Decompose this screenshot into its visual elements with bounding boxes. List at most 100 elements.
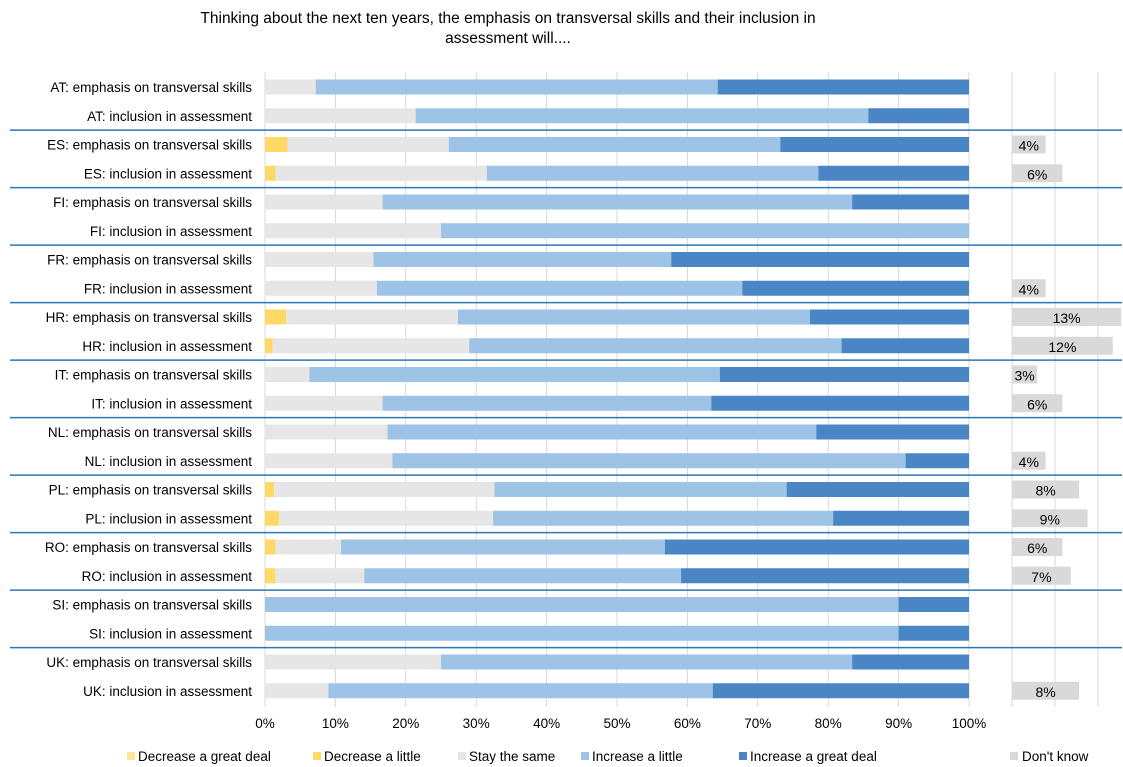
- category-label: PL: emphasis on transversal skills: [49, 483, 253, 498]
- bar-segment: [265, 137, 288, 152]
- bar-segment: [493, 510, 834, 526]
- bar-segment: [265, 510, 280, 526]
- category-label: ES: emphasis on transversal skills: [47, 138, 252, 153]
- bar-segment: [494, 482, 787, 497]
- dont-know-bar: [1012, 365, 1038, 384]
- legend-swatch: [458, 752, 466, 760]
- bar-segment: [786, 482, 969, 497]
- x-tick-label: 50%: [603, 716, 630, 731]
- legend-swatch: [1010, 752, 1018, 760]
- dont-know-label: 8%: [1035, 483, 1055, 499]
- category-label: UK: emphasis on transversal skills: [46, 655, 252, 670]
- x-tick-label: 40%: [533, 716, 560, 731]
- category-label: UK: inclusion in assessment: [83, 684, 252, 699]
- bar-segment: [448, 137, 781, 152]
- category-label: NL: emphasis on transversal skills: [48, 425, 252, 440]
- bar-segment: [265, 223, 441, 239]
- category-label: RO: emphasis on transversal skills: [45, 540, 252, 555]
- legend-label: Don't know: [1022, 749, 1089, 764]
- x-tick-label: 60%: [674, 716, 701, 731]
- bar-segment: [742, 280, 969, 296]
- bar-segment: [265, 79, 316, 95]
- category-label: PL: inclusion in assessment: [85, 511, 252, 526]
- category-label: IT: emphasis on transversal skills: [55, 368, 253, 383]
- category-label: HR: inclusion in assessment: [82, 339, 252, 354]
- bar-segment: [309, 367, 720, 382]
- bar-segment: [265, 683, 329, 699]
- category-label: SI: emphasis on transversal skills: [52, 598, 252, 613]
- x-tick-label: 0%: [255, 716, 275, 731]
- bar-segment: [486, 165, 819, 181]
- legend-label: Increase a great deal: [750, 749, 877, 764]
- dont-know-bar: [1012, 538, 1063, 556]
- bar-segment: [833, 510, 969, 526]
- bar-segment: [712, 683, 969, 699]
- dont-know-label: 4%: [1019, 138, 1039, 154]
- bar-segment: [852, 194, 969, 210]
- category-label: IT: inclusion in assessment: [91, 396, 252, 411]
- category-label: FR: emphasis on transversal skills: [47, 253, 252, 268]
- bar-segment: [265, 482, 275, 497]
- dont-know-label: 3%: [1014, 368, 1034, 384]
- dont-know-label: 8%: [1035, 684, 1055, 700]
- dont-know-bar: [1012, 279, 1046, 298]
- bar-segment: [265, 625, 899, 641]
- x-tick-label: 30%: [463, 716, 490, 731]
- dont-know-label: 6%: [1027, 166, 1047, 182]
- bar-segment: [898, 597, 969, 612]
- bar-segment: [265, 194, 383, 210]
- bar-segment: [681, 568, 969, 584]
- x-tick-label: 10%: [322, 716, 349, 731]
- bar-segment: [780, 137, 969, 152]
- legend-swatch: [581, 752, 589, 760]
- bar-segment: [898, 625, 969, 641]
- bar-segment: [719, 367, 969, 382]
- legend-label: Increase a little: [592, 749, 683, 764]
- bar-segment: [265, 367, 310, 382]
- dont-know-bar: [1012, 135, 1046, 154]
- bar-segment: [818, 165, 969, 181]
- bar-segment: [265, 597, 899, 612]
- bar-segment: [852, 654, 969, 670]
- legend-label: Decrease a little: [324, 749, 421, 764]
- dont-know-label: 12%: [1048, 339, 1076, 355]
- category-label: SI: inclusion in assessment: [89, 626, 252, 641]
- bar-segment: [274, 482, 495, 497]
- bar-segment: [711, 395, 969, 411]
- bar-segment: [265, 108, 416, 124]
- dont-know-label: 13%: [1053, 310, 1081, 326]
- legend-label: Stay the same: [469, 749, 555, 764]
- bar-segment: [265, 338, 273, 354]
- bar-segment: [415, 108, 869, 124]
- bar-segment: [341, 539, 665, 555]
- category-label: AT: inclusion in assessment: [87, 109, 252, 124]
- x-tick-label: 90%: [885, 716, 912, 731]
- bar-segment: [265, 309, 287, 325]
- legend-swatch: [739, 752, 747, 760]
- bar-segment: [265, 568, 276, 584]
- bar-segment: [841, 338, 969, 354]
- category-label: HR: emphasis on transversal skills: [46, 310, 253, 325]
- bar-segment: [382, 194, 853, 210]
- bar-segment: [275, 539, 342, 555]
- bar-segment: [373, 252, 672, 267]
- bar-segment: [265, 395, 383, 411]
- category-label: FR: inclusion in assessment: [84, 281, 252, 296]
- bar-segment: [279, 510, 494, 526]
- category-label: NL: inclusion in assessment: [85, 454, 253, 469]
- bar-segment: [265, 280, 377, 296]
- bar-segment: [328, 683, 713, 699]
- bar-segment: [717, 79, 969, 95]
- bar-segment: [664, 539, 969, 555]
- dont-know-label: 4%: [1019, 281, 1039, 297]
- bar-segment: [376, 280, 743, 296]
- dont-know-bar: [1012, 681, 1080, 700]
- dont-know-bar: [1012, 336, 1113, 355]
- legend-swatch: [313, 752, 321, 760]
- bar-segment: [441, 223, 969, 239]
- bar-segment: [868, 108, 969, 124]
- dont-know-label: 4%: [1019, 454, 1039, 470]
- category-label: FI: inclusion in assessment: [90, 224, 252, 239]
- bar-segment: [387, 424, 817, 440]
